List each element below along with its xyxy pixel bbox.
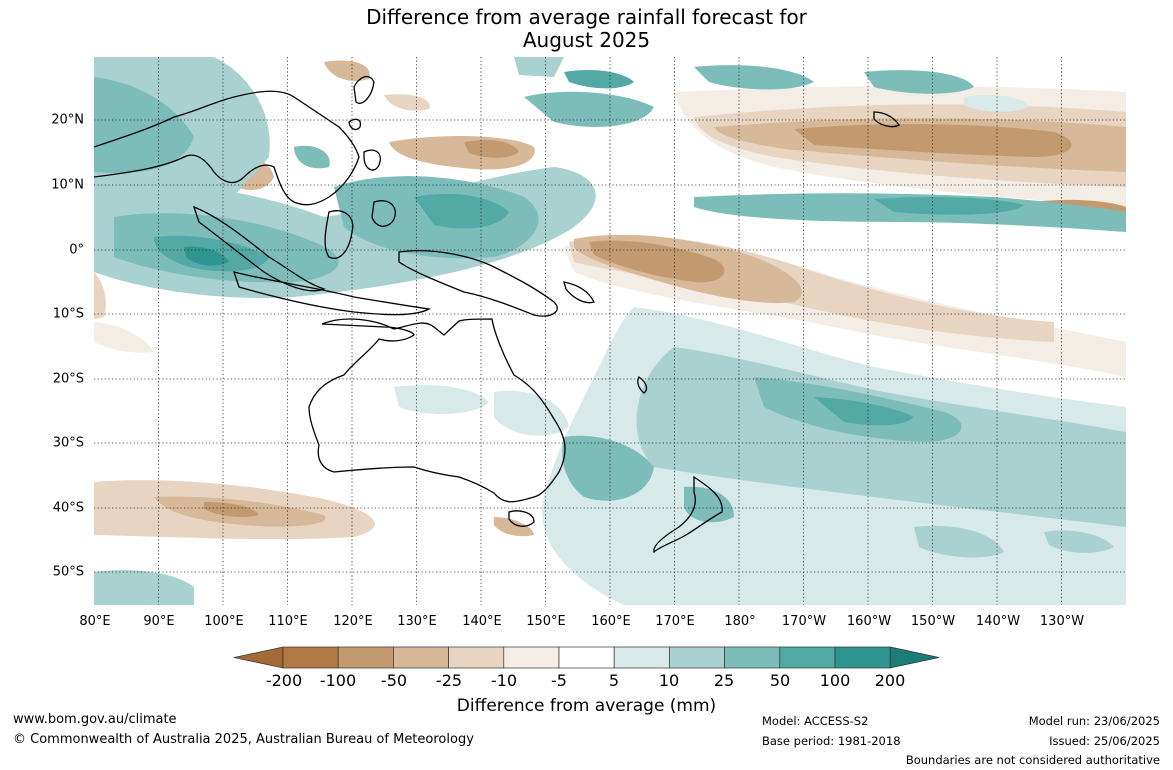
base-period: Base period: 1981-2018 (762, 734, 901, 748)
lon-label-160w: 160°W (846, 614, 892, 629)
colorbar-tick: -200 (265, 671, 303, 690)
lon-label-180: 180° (724, 614, 756, 629)
colorbar-bin (282, 646, 339, 669)
lon-label-170e: 170°E (655, 614, 695, 629)
colorbar (234, 646, 940, 669)
map-title-line2: August 2025 (522, 28, 651, 52)
lon-label-80e: 80°E (79, 614, 111, 629)
boundary-disclaimer: Boundaries are not considered authoritat… (905, 753, 1160, 767)
colorbar-bin (448, 646, 505, 669)
colorbar-bin (613, 646, 670, 669)
colorbar-bin (669, 646, 725, 669)
lon-label-140w: 140°W (975, 614, 1021, 629)
lon-label-90e: 90°E (143, 614, 175, 629)
lon-label-100e: 100°E (204, 614, 244, 629)
colorbar-tick: 10 (658, 671, 680, 690)
lat-label-50s: 50°S (52, 564, 84, 580)
lat-label-10s: 10°S (52, 306, 84, 322)
lon-label-160e: 160°E (591, 614, 631, 629)
colorbar-tick: 25 (713, 671, 735, 690)
lat-label-20s: 20°S (52, 371, 84, 387)
rainfall-map (94, 57, 1126, 605)
colorbar-tick: 5 (608, 671, 620, 690)
colorbar-tick: 50 (769, 671, 791, 690)
lat-label-20n: 20°N (51, 112, 84, 128)
colorbar-tick: -100 (319, 671, 357, 690)
lon-label-140e: 140°E (462, 614, 502, 629)
colorbar-tick: -25 (435, 671, 463, 690)
copyright-text: © Commonwealth of Australia 2025, Austra… (13, 732, 474, 747)
coastlines (94, 75, 900, 554)
lat-label-40s: 40°S (52, 500, 84, 516)
colorbar-bin (724, 646, 781, 669)
lon-label-150e: 150°E (526, 614, 566, 629)
issued-date: Issued: 25/06/2025 (1049, 734, 1160, 748)
bom-url[interactable]: www.bom.gov.au/climate (13, 712, 177, 727)
colorbar-title: Difference from average (mm) (456, 696, 717, 716)
map-title-line1: Difference from average rainfall forecas… (366, 5, 807, 29)
lon-label-110e: 110°E (268, 614, 308, 629)
lon-label-120e: 120°E (333, 614, 373, 629)
model-name: Model: ACCESS-S2 (762, 714, 869, 728)
wet-anomaly-regions (94, 57, 1126, 605)
lat-label-0: 0° (69, 242, 84, 258)
colorbar-bin (834, 646, 891, 669)
lon-label-150w: 150°W (910, 614, 956, 629)
lon-label-130e: 130°E (397, 614, 437, 629)
lon-label-170w: 170°W (781, 614, 827, 629)
graticule (94, 57, 1126, 605)
rainfall-field (94, 57, 1126, 605)
lat-label-10n: 10°N (51, 177, 84, 193)
colorbar-extend-high (889, 646, 940, 669)
colorbar-bin (393, 646, 449, 669)
lon-label-130w: 130°W (1039, 614, 1085, 629)
colorbar-tick: -50 (380, 671, 408, 690)
colorbar-tick: 100 (819, 671, 851, 690)
colorbar-bin (503, 646, 560, 669)
colorbar-tick: -10 (490, 671, 518, 690)
model-run-date: Model run: 23/06/2025 (1028, 714, 1160, 728)
colorbar-tick: 200 (874, 671, 906, 690)
colorbar-tick: -5 (551, 671, 567, 690)
colorbar-bin (558, 646, 615, 669)
colorbar-bin (779, 646, 836, 669)
lat-label-30s: 30°S (52, 435, 84, 451)
colorbar-extend-low (234, 646, 284, 669)
colorbar-bin (337, 646, 394, 669)
